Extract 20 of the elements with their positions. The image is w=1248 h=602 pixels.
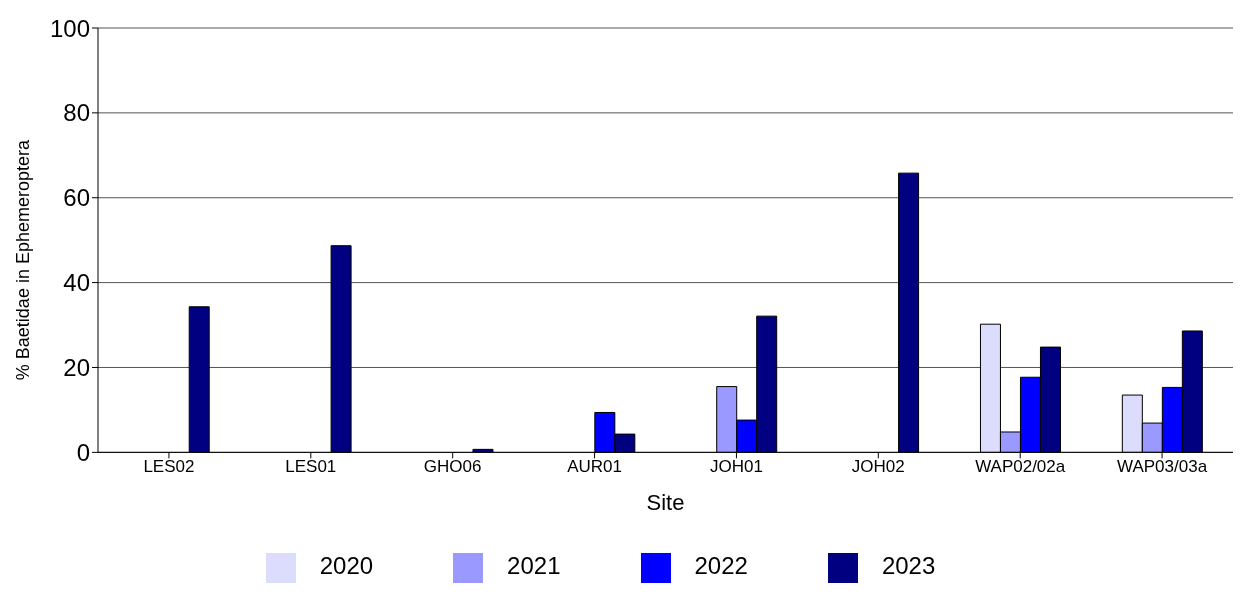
x-tick-label: AUR01 [567, 457, 622, 477]
y-axis-title: % Baetidae in Ephemeroptera [13, 139, 34, 381]
legend-label: 2020 [319, 552, 374, 580]
y-tick-label: 0 [76, 438, 90, 466]
x-tick-label: WAP02/02a [975, 457, 1066, 477]
legend-label: 2022 [694, 552, 748, 580]
x-axis-title: Site [646, 490, 685, 516]
y-tick-label: 60 [63, 184, 90, 212]
y-tick-label: 80 [63, 99, 90, 127]
x-tick-label: LES01 [285, 457, 337, 477]
legend-label: 2021 [507, 552, 561, 580]
legend-label: 2023 [881, 552, 936, 580]
y-tick-label: 40 [63, 269, 90, 297]
x-tick-label: GHO06 [423, 457, 482, 477]
y-tick-label: 20 [63, 353, 90, 381]
x-tick-label: JOH02 [851, 457, 905, 477]
x-tick-label: LES02 [143, 457, 195, 477]
y-tick-label: 100 [49, 14, 90, 42]
x-tick-label: JOH01 [709, 457, 763, 477]
x-tick-label: WAP03/03a [1117, 457, 1208, 477]
